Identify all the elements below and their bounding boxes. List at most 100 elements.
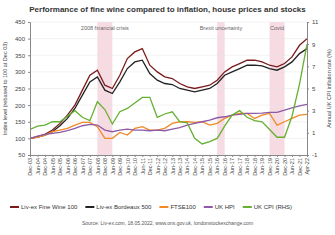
- legend-item: Liv-ex Fine Wine 100: [10, 204, 78, 210]
- tick: 300: [15, 69, 30, 75]
- tick-mark: [210, 155, 211, 157]
- tick: Dec-07: [87, 155, 93, 176]
- tick: Jun-17: [229, 155, 235, 175]
- tick: Dec-12: [162, 155, 168, 176]
- tick-label: Dec-03: [27, 158, 33, 176]
- legend-label: FTSE100: [170, 204, 196, 210]
- tick: Jun-13: [170, 155, 176, 175]
- legend-label: UK CPI (RHS): [254, 204, 292, 210]
- tick: Jun-11: [140, 155, 146, 174]
- tick: Dec-17: [237, 155, 243, 176]
- grid-line: [30, 121, 307, 122]
- tick-label: Jun-14: [184, 158, 190, 175]
- legend: Liv-ex Fine Wine 100 Liv-ex Bordeaux 500 F…: [10, 204, 292, 210]
- legend-item: FTSE100: [159, 204, 196, 210]
- legend-swatch: [159, 206, 168, 208]
- tick-label: 11: [312, 19, 319, 25]
- tick-mark: [67, 155, 68, 157]
- tick-mark: [90, 155, 91, 157]
- tick-mark: [255, 155, 256, 157]
- tick-mark: [28, 155, 30, 156]
- tick: 11: [307, 19, 319, 25]
- tick-mark: [187, 155, 188, 157]
- series-line: [30, 104, 307, 138]
- annotation-label: 2008 financial crisis: [81, 25, 129, 31]
- tick-mark: [28, 55, 30, 56]
- tick: -1: [307, 152, 318, 158]
- legend-item: UK CPI (RHS): [243, 204, 292, 210]
- tick: Dec-16: [222, 155, 228, 176]
- tick-mark: [28, 72, 30, 73]
- axis-line: [31, 156, 308, 158]
- y-axis-title: Index level (rebased to 100 at Dec 03): [2, 42, 8, 135]
- y2-axis: -11357911: [307, 19, 319, 158]
- tick-label: Dec-12: [162, 158, 168, 176]
- tick-label: Jun-12: [155, 158, 161, 175]
- tick-mark: [82, 155, 83, 157]
- x-axis: Dec-03Jun-04Dec-04Jun-05Dec-05Jun-06Dec-…: [27, 155, 310, 176]
- tick-label: Jun-10: [125, 158, 131, 175]
- grid-line: [30, 55, 307, 56]
- tick-label: Dec-09: [117, 158, 123, 176]
- tick: Jun-16: [214, 155, 220, 175]
- tick: Jun-12: [155, 155, 161, 175]
- tick-label: 3: [312, 108, 316, 114]
- grid: [30, 22, 307, 155]
- tick: Dec-04: [42, 155, 48, 176]
- tick: 100: [15, 136, 30, 142]
- tick-mark: [97, 155, 98, 157]
- tick: Jun-05: [50, 155, 56, 175]
- annotation-label: Brexit uncertainty: [200, 25, 243, 31]
- tick-mark: [217, 155, 218, 157]
- tick: Jun-10: [125, 155, 131, 175]
- tick-label: Jun-07: [80, 158, 86, 175]
- y-axis: 50100150200250300350400450: [15, 19, 31, 158]
- tick-mark: [135, 155, 136, 157]
- tick-mark: [28, 138, 30, 139]
- tick: 400: [15, 36, 30, 42]
- tick-mark: [232, 155, 233, 157]
- tick: Jun-09: [110, 155, 116, 175]
- tick: 50: [18, 152, 30, 158]
- tick-label: Dec-07: [87, 158, 93, 176]
- tick-mark: [307, 111, 309, 112]
- tick: Dec-21: [297, 155, 303, 176]
- tick-mark: [240, 155, 241, 157]
- tick-mark: [28, 89, 30, 90]
- tick: Jun-06: [65, 155, 71, 175]
- tick-label: Dec-19: [267, 158, 273, 176]
- tick-label: 400: [15, 36, 26, 42]
- tick: Dec-14: [192, 155, 198, 176]
- tick-mark: [28, 122, 30, 123]
- legend-label: Liv-ex Bordeaux 500: [96, 204, 152, 210]
- tick: Jun-21: [289, 155, 295, 175]
- tick-mark: [277, 155, 278, 157]
- tick: Dec-19: [267, 155, 273, 176]
- tick-label: 100: [15, 136, 26, 142]
- tick: Jun-19: [259, 155, 265, 175]
- tick: 350: [15, 53, 30, 59]
- legend-label: UK HPI: [215, 204, 235, 210]
- legend-swatch: [243, 206, 252, 208]
- tick: Jun-08: [95, 155, 101, 175]
- tick-label: Jun-21: [289, 158, 295, 175]
- tick-label: Jun-13: [170, 158, 176, 175]
- tick-label: 9: [312, 42, 316, 48]
- tick-mark: [247, 155, 248, 157]
- tick-mark: [37, 155, 38, 157]
- axis-line: [28, 23, 31, 156]
- tick-label: Dec-11: [147, 158, 153, 175]
- tick-mark: [28, 105, 30, 106]
- tick: 200: [15, 103, 30, 109]
- tick: Dec-18: [252, 155, 258, 176]
- chart: Performance of fine wine compared to inf…: [0, 0, 335, 235]
- grid-line: [30, 105, 307, 106]
- tick-label: 200: [15, 103, 26, 109]
- tick: 150: [15, 119, 30, 125]
- tick-mark: [292, 155, 293, 157]
- tick-label: Dec-16: [222, 158, 228, 176]
- tick-label: Jun-17: [229, 158, 235, 175]
- tick-mark: [300, 155, 301, 157]
- tick-label: -1: [312, 152, 318, 158]
- tick-label: Dec-06: [72, 158, 78, 176]
